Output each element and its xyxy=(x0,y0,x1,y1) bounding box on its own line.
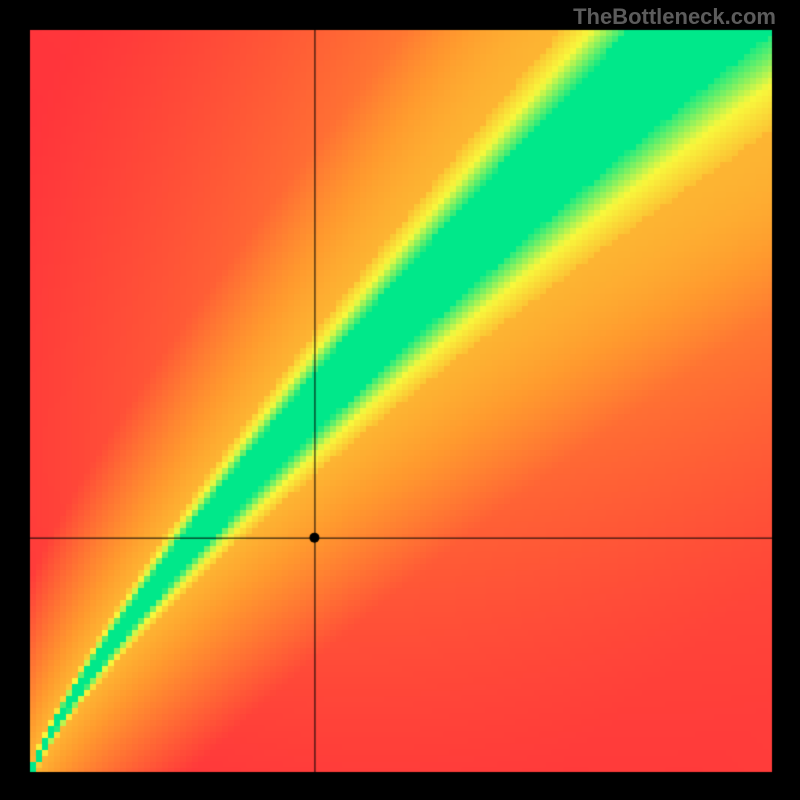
watermark-text: TheBottleneck.com xyxy=(573,4,776,30)
bottleneck-heatmap xyxy=(0,0,800,800)
